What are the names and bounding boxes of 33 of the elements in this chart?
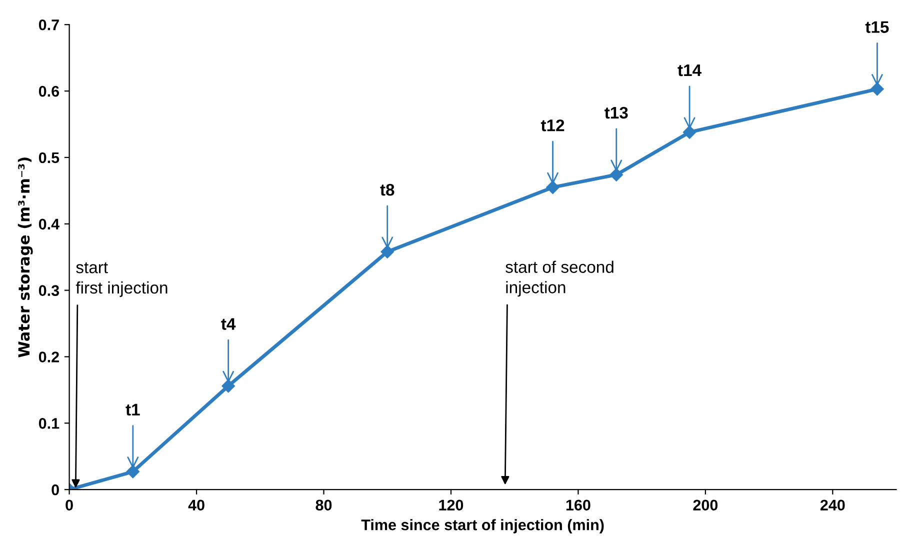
x-tick-label: 200 [693,500,718,511]
y-axis-title: Water storage (m³·m⁻³) [18,158,33,358]
x-axis-title: Time since start of injection (min) [361,519,604,534]
x-tick-label: 240 [820,500,845,511]
y-tick-label: 0.3 [38,285,60,296]
x-tick-label: 120 [439,500,464,511]
annotation: t14 [678,64,702,76]
x-tick-label: 160 [566,500,590,511]
y-tick-label: 0.1 [38,418,60,429]
annotation: t15 [865,21,889,33]
point [682,126,696,139]
x-tick-label: 80 [316,500,332,511]
point [610,168,623,182]
y-tick-label: 0.6 [38,86,60,97]
point [380,245,394,258]
annotation: t13 [604,106,628,119]
point [870,82,884,96]
annotation: t12 [540,119,564,132]
point [546,180,560,194]
y-tick-label: 0.5 [38,152,60,164]
annotation: t1 [126,404,140,416]
x-tick-label: 40 [188,500,204,511]
annotation: t4 [221,318,236,330]
y-tick-label: 0 [52,484,59,496]
y-tick-label: 0.4 [38,218,60,230]
point [222,379,235,393]
y-tick-label: 0.2 [38,352,59,362]
point [126,465,140,478]
annotation: t8 [380,184,394,196]
annotation: start of second injection [506,260,614,297]
annotation: start first injection [76,262,168,297]
y-tick-label: 0.7 [38,19,59,30]
x-tick-label: 0 [66,500,73,511]
